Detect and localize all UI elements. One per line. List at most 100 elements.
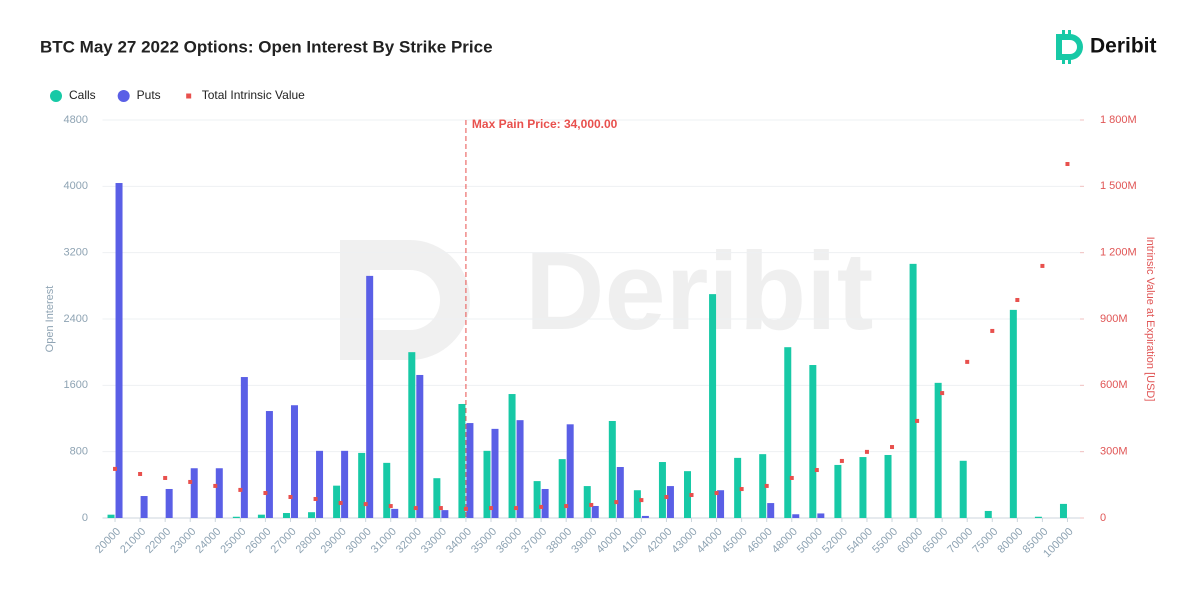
y2-tick-label: 600M [1100, 379, 1128, 391]
bar [566, 424, 574, 518]
intrinsic-point [138, 471, 143, 476]
max-pain-label: Max Pain Price: 34,000.00 [472, 117, 618, 131]
x-tick-label: 38000 [544, 526, 574, 556]
x-tick-label: 43000 [670, 526, 700, 556]
y-axis-label: Open Interest [44, 286, 56, 353]
bar [333, 485, 341, 518]
intrinsic-point [1065, 162, 1070, 167]
bar [717, 490, 725, 518]
bar [308, 512, 316, 518]
bar [290, 405, 298, 518]
intrinsic-point [714, 491, 719, 496]
legend-label: Total Intrinsic Value [202, 88, 305, 102]
bar [834, 464, 842, 518]
intrinsic-point [1015, 297, 1020, 302]
logo-icon [1056, 34, 1083, 60]
legend-marker [50, 90, 62, 102]
intrinsic-point [614, 500, 619, 505]
intrinsic-point [639, 498, 644, 503]
bar [809, 365, 817, 518]
y2-tick-label: 900M [1100, 313, 1128, 325]
bar [591, 505, 599, 518]
bar [483, 450, 491, 518]
intrinsic-point [313, 496, 318, 501]
bar [909, 263, 917, 518]
y2-tick-label: 1 500M [1100, 180, 1137, 192]
bar [709, 294, 717, 518]
bar [959, 460, 967, 518]
x-tick-label: 25000 [218, 526, 248, 556]
x-tick-label: 28000 [294, 526, 324, 556]
chart-title: BTC May 27 2022 Options: Open Interest B… [40, 37, 493, 56]
intrinsic-point [864, 449, 869, 454]
x-tick-label: 75000 [970, 526, 1000, 556]
x-tick-label: 31000 [369, 526, 399, 556]
x-tick-label: 34000 [444, 526, 474, 556]
x-tick-label: 32000 [394, 526, 424, 556]
logo-icon [1062, 30, 1065, 36]
intrinsic-point [463, 506, 468, 511]
intrinsic-point [388, 504, 393, 509]
y-tick-label: 4800 [64, 114, 88, 126]
x-tick-label: 39000 [569, 526, 599, 556]
y-tick-label: 4000 [64, 180, 88, 192]
watermark-text: Deribit [525, 230, 873, 353]
intrinsic-point [789, 475, 794, 480]
bar [265, 411, 273, 518]
bar [633, 490, 641, 518]
bar [817, 513, 825, 518]
bar [107, 514, 115, 518]
bar [366, 275, 374, 518]
intrinsic-point [288, 494, 293, 499]
bar [316, 450, 324, 518]
bar [1009, 309, 1017, 518]
bar [391, 508, 399, 518]
x-tick-label: 70000 [945, 526, 975, 556]
intrinsic-point [564, 504, 569, 509]
logo-icon [1068, 58, 1071, 64]
x-tick-label: 50000 [795, 526, 825, 556]
x-tick-label: 23000 [168, 526, 198, 556]
intrinsic-point [413, 506, 418, 511]
logo: Deribit [1056, 30, 1157, 64]
bar [257, 514, 265, 518]
intrinsic-point [814, 468, 819, 473]
bar [341, 450, 349, 518]
x-tick-label: 24000 [193, 526, 223, 556]
y-tick-label: 1600 [64, 379, 88, 391]
bar [784, 347, 792, 518]
bar [1034, 516, 1042, 518]
bar [792, 514, 800, 518]
x-tick-label: 36000 [494, 526, 524, 556]
bar [466, 423, 474, 518]
intrinsic-point [664, 494, 669, 499]
intrinsic-point [438, 506, 443, 511]
x-tick-label: 40000 [594, 526, 624, 556]
x-tick-label: 29000 [319, 526, 349, 556]
intrinsic-point [689, 493, 694, 498]
bar [684, 471, 692, 518]
x-tick-label: 20000 [93, 526, 123, 556]
bar [358, 452, 366, 518]
intrinsic-point [539, 504, 544, 509]
y-tick-label: 0 [82, 512, 88, 524]
legend-marker [186, 93, 192, 99]
intrinsic-point [764, 483, 769, 488]
x-tick-label: 42000 [645, 526, 675, 556]
logo-icon [1062, 58, 1065, 64]
bar [441, 510, 449, 518]
y-tick-label: 800 [70, 446, 88, 458]
legend-label: Calls [69, 88, 96, 102]
intrinsic-point [915, 418, 920, 423]
intrinsic-point [990, 328, 995, 333]
bar [458, 403, 466, 518]
watermark: Deribit [340, 230, 873, 360]
x-tick-label: 80000 [995, 526, 1025, 556]
x-tick-label: 52000 [820, 526, 850, 556]
y2-axis-label: Intrinsic Value at Expiration [USD] [1144, 237, 1156, 402]
bar [215, 468, 223, 518]
x-tick-label: 26000 [243, 526, 273, 556]
intrinsic-point [589, 502, 594, 507]
x-tick-label: 54000 [845, 526, 875, 556]
x-tick-label: 35000 [469, 526, 499, 556]
